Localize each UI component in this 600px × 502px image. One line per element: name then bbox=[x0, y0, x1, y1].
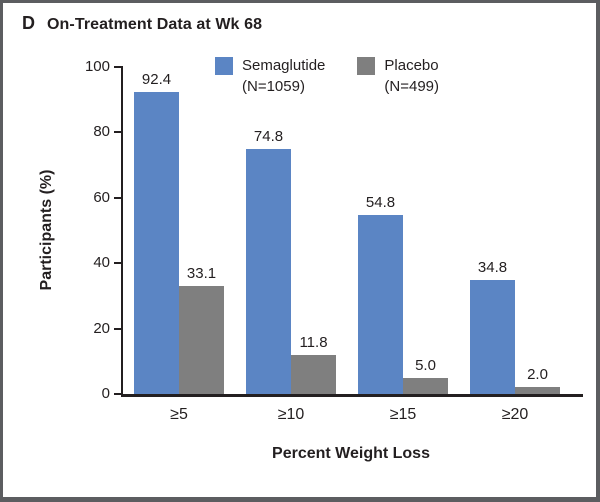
y-tick-mark bbox=[114, 393, 123, 395]
semaglutide-bar: 54.8 bbox=[358, 194, 403, 394]
semaglutide-bar: 74.8 bbox=[246, 128, 291, 394]
chart-title: On-Treatment Data at Wk 68 bbox=[47, 16, 263, 33]
bar-value-label: 33.1 bbox=[186, 264, 217, 282]
placebo-bar: 5.0 bbox=[403, 357, 448, 394]
y-tick: 100 bbox=[76, 59, 123, 75]
semaglutide-bar: 92.4 bbox=[134, 71, 179, 394]
placebo-bar: 2.0 bbox=[515, 366, 560, 394]
x-category-label: ≥20 bbox=[501, 406, 529, 423]
y-tick-mark bbox=[114, 262, 123, 265]
legend-series-name: Placebo bbox=[384, 57, 439, 74]
x-category-label: ≥5 bbox=[170, 406, 188, 423]
legend-label: Semaglutide (N=1059) bbox=[242, 55, 325, 97]
y-tick-label: 40 bbox=[93, 254, 110, 272]
bar-value-label: 11.8 bbox=[299, 334, 328, 352]
legend-item-semaglutide: Semaglutide (N=1059) bbox=[215, 55, 325, 97]
bar-value-label: 2.0 bbox=[527, 366, 548, 384]
legend-series-name: Semaglutide bbox=[242, 57, 326, 74]
y-tick-mark bbox=[114, 131, 123, 134]
y-tick: 80 bbox=[76, 124, 123, 140]
y-tick-label: 100 bbox=[84, 58, 110, 75]
legend-swatch-icon bbox=[215, 57, 233, 75]
plot-area: 0 20 40 60 80 100 92.4 33.1 ≥5 74.8 11.8 ≥10 54.8 5.0… bbox=[85, 59, 583, 423]
bar-value-label: 54.8 bbox=[365, 193, 396, 211]
x-category-label: ≥10 bbox=[277, 406, 305, 423]
y-tick: 40 bbox=[76, 255, 123, 271]
bar-group: 54.8 5.0 ≥15 bbox=[358, 67, 448, 423]
semaglutide-bar: 34.8 bbox=[470, 259, 515, 394]
placebo-bar: 11.8 bbox=[291, 334, 336, 394]
x-category-label: ≥15 bbox=[389, 406, 417, 423]
y-tick: 20 bbox=[76, 319, 123, 337]
bar-group: 74.8 11.8 ≥10 bbox=[246, 67, 336, 423]
y-tick-mark bbox=[114, 327, 123, 330]
bar-value-label: 5.0 bbox=[415, 356, 436, 374]
placebo-bar: 33.1 bbox=[179, 265, 224, 394]
y-tick-label: 80 bbox=[93, 123, 110, 141]
y-tick-label: 0 bbox=[101, 385, 110, 402]
bar-group: 34.8 2.0 ≥20 bbox=[470, 67, 560, 423]
legend-swatch-icon bbox=[357, 57, 376, 75]
legend-label: Placebo (N=499) bbox=[384, 55, 439, 97]
legend-series-n: (N=1059) bbox=[242, 78, 305, 95]
y-tick: 0 bbox=[76, 386, 123, 402]
legend-item-placebo: Placebo (N=499) bbox=[357, 55, 439, 97]
legend-series-n: (N=499) bbox=[384, 78, 439, 95]
legend: Semaglutide (N=1059) Placebo (N=499) bbox=[215, 55, 439, 97]
y-tick-label: 20 bbox=[93, 319, 110, 337]
x-axis-title: Percent Weight Loss bbox=[272, 445, 430, 462]
y-tick-mark bbox=[114, 196, 123, 199]
bar-value-label: 74.8 bbox=[253, 128, 284, 146]
bar-value-label: 92.4 bbox=[141, 70, 172, 88]
bar-group: 92.4 33.1 ≥5 bbox=[134, 67, 224, 423]
y-tick: 60 bbox=[76, 188, 123, 206]
y-axis-title: Participants (%) bbox=[38, 169, 55, 291]
panel-letter: D bbox=[22, 13, 35, 33]
y-tick-mark bbox=[114, 66, 123, 68]
panel-title: D On-Treatment Data at Wk 68 bbox=[22, 13, 262, 34]
bar-value-label: 34.8 bbox=[477, 259, 508, 277]
y-tick-label: 60 bbox=[93, 188, 110, 206]
